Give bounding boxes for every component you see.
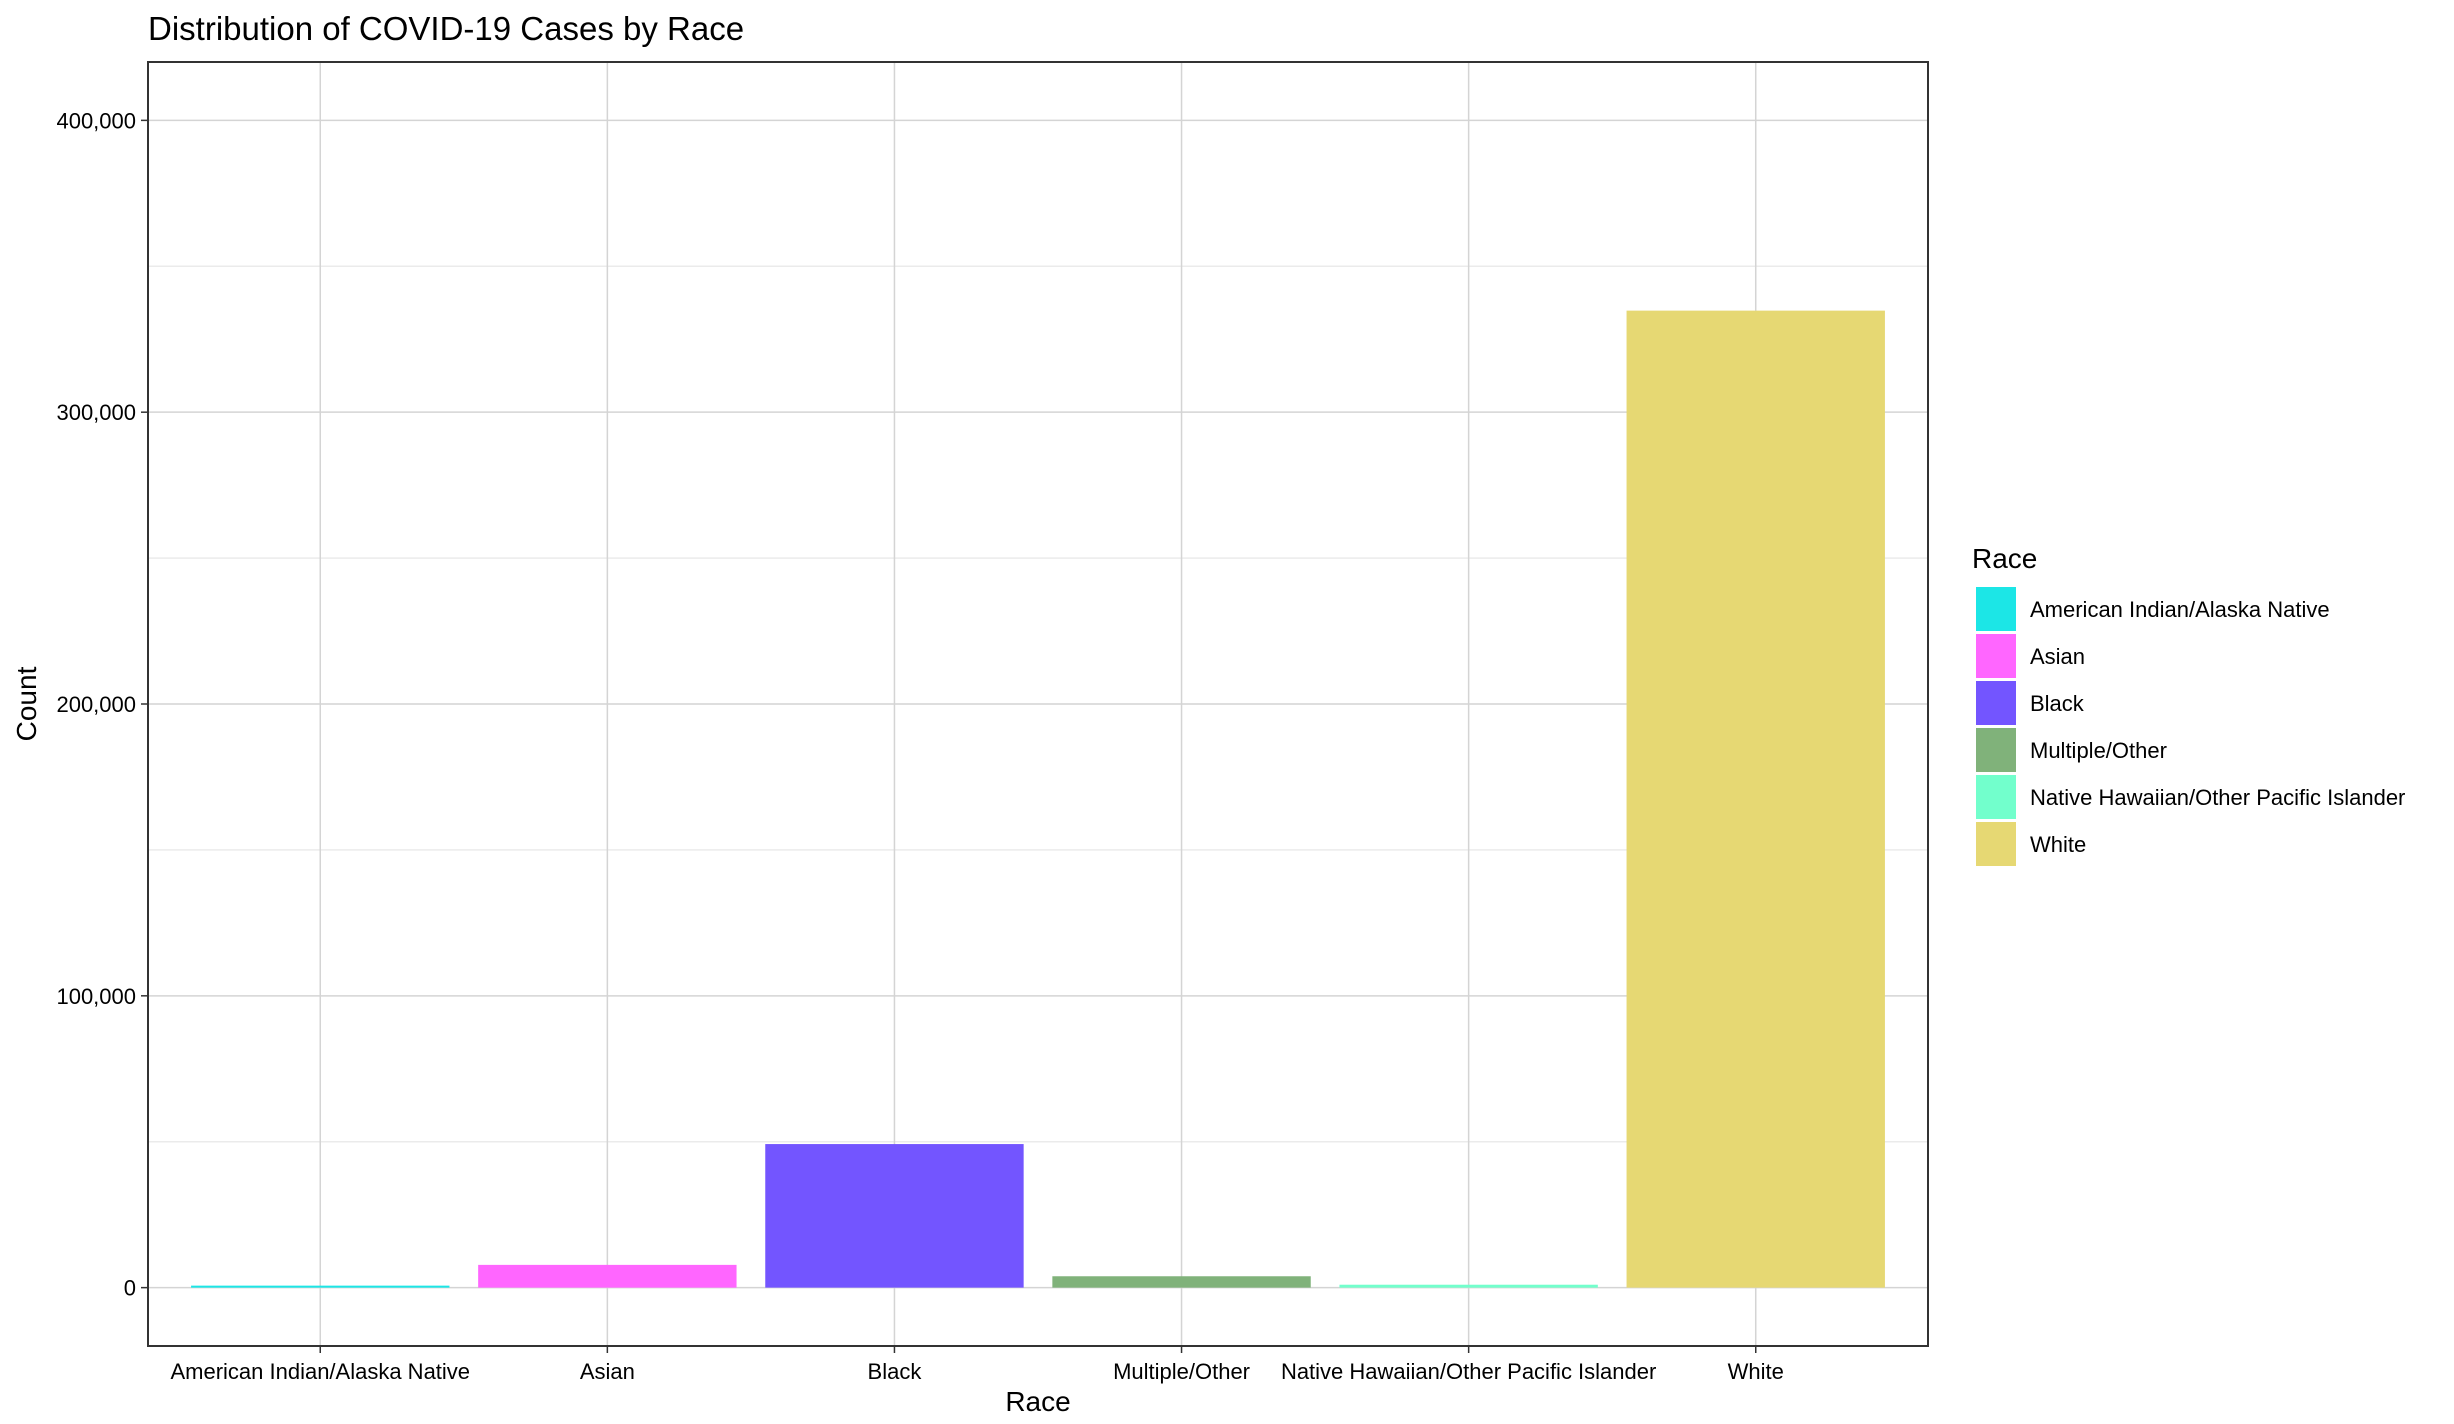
y-axis-title: Count — [11, 666, 42, 741]
bars — [191, 310, 1885, 1288]
bar-white — [1626, 310, 1885, 1288]
bar-black — [765, 1144, 1024, 1288]
y-tick-label: 0 — [124, 1276, 136, 1301]
y-tick-label: 200,000 — [56, 692, 136, 717]
gridlines — [148, 62, 1928, 1346]
x-tick-label: Multiple/Other — [1113, 1359, 1250, 1384]
x-tick-label: American Indian/Alaska Native — [170, 1359, 470, 1384]
legend-key — [1976, 587, 2016, 631]
legend-label: American Indian/Alaska Native — [2030, 597, 2330, 622]
x-axis-title: Race — [1005, 1386, 1070, 1417]
legend-label: Multiple/Other — [2030, 738, 2167, 763]
legend-key — [1976, 775, 2016, 819]
x-tick-label: Native Hawaiian/Other Pacific Islander — [1281, 1359, 1656, 1384]
legend-label: Asian — [2030, 644, 2085, 669]
legend-label: White — [2030, 832, 2086, 857]
bar-asian — [478, 1264, 737, 1288]
bar-multiple-other — [1052, 1276, 1311, 1288]
y-tick-label: 300,000 — [56, 400, 136, 425]
x-tick-label: White — [1728, 1359, 1784, 1384]
legend: Race American Indian/Alaska Native Asian B… — [1972, 543, 2405, 866]
x-tick-label: Black — [868, 1359, 923, 1384]
chart-title: Distribution of COVID-19 Cases by Race — [148, 10, 744, 47]
legend-key — [1976, 822, 2016, 866]
legend-title: Race — [1972, 543, 2037, 574]
y-axis: 0 100,000 200,000 300,000 400,000 — [56, 108, 148, 1301]
legend-label: Native Hawaiian/Other Pacific Islander — [2030, 785, 2405, 810]
legend-key — [1976, 728, 2016, 772]
bar-native-hawaiian-other-pacific-islander — [1339, 1284, 1598, 1288]
y-tick-label: 100,000 — [56, 984, 136, 1009]
legend-label: Black — [2030, 691, 2085, 716]
x-tick-label: Asian — [580, 1359, 635, 1384]
legend-key — [1976, 634, 2016, 678]
legend-key — [1976, 681, 2016, 725]
x-axis: American Indian/Alaska Native Asian Black M… — [170, 1346, 1784, 1384]
bar-american-indian-alaska-native — [191, 1285, 450, 1288]
y-tick-label: 400,000 — [56, 108, 136, 133]
